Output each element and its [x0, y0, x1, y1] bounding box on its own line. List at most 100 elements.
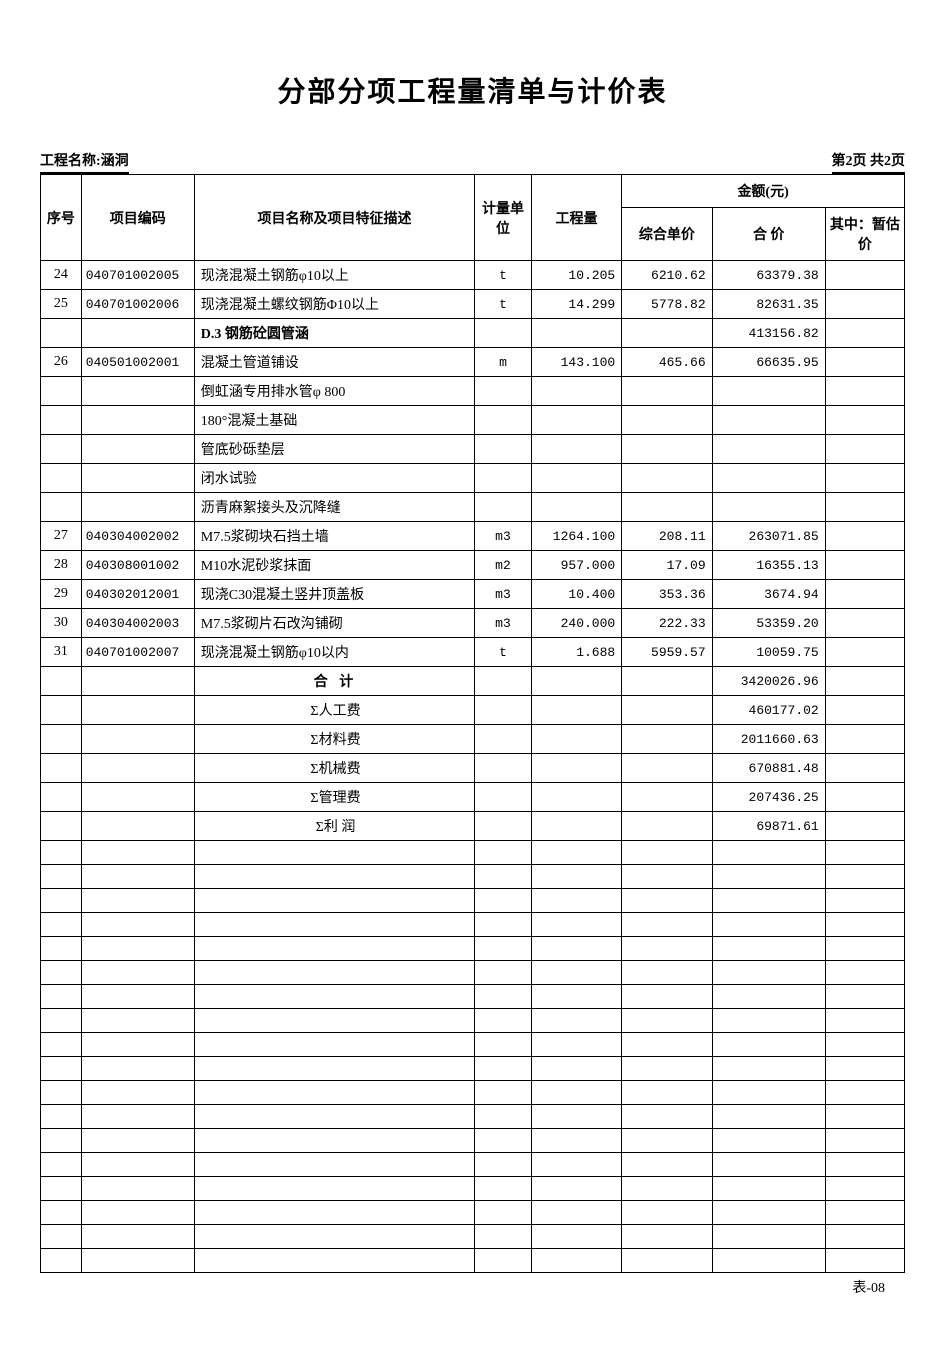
table-cell	[825, 841, 904, 865]
table-cell	[825, 985, 904, 1009]
table-cell	[825, 1009, 904, 1033]
table-cell: 460177.02	[712, 696, 825, 725]
table-cell	[622, 812, 712, 841]
table-cell	[531, 783, 621, 812]
table-cell	[622, 985, 712, 1009]
table-cell	[825, 1057, 904, 1081]
table-cell	[825, 1105, 904, 1129]
table-cell: 合 计	[194, 667, 474, 696]
table-cell	[622, 841, 712, 865]
table-cell	[194, 1081, 474, 1105]
table-cell: 82631.35	[712, 290, 825, 319]
table-cell	[41, 985, 82, 1009]
table-cell: 3674.94	[712, 580, 825, 609]
table-cell	[622, 1105, 712, 1129]
table-cell: 26	[41, 348, 82, 377]
table-cell	[194, 1057, 474, 1081]
table-cell	[81, 1129, 194, 1153]
table-cell	[81, 1081, 194, 1105]
table-cell	[194, 1153, 474, 1177]
table-cell	[825, 667, 904, 696]
table-row: 27040304002002M7.5浆砌块石挡土墙m31264.100208.1…	[41, 522, 905, 551]
table-cell	[41, 1249, 82, 1273]
table-cell	[531, 493, 621, 522]
table-cell	[81, 1225, 194, 1249]
table-row: Σ机械费670881.48	[41, 754, 905, 783]
table-cell	[531, 1129, 621, 1153]
table-cell	[41, 725, 82, 754]
table-cell	[81, 1249, 194, 1273]
table-cell	[41, 493, 82, 522]
table-cell	[194, 1201, 474, 1225]
table-cell	[41, 435, 82, 464]
footer-label: 表-08	[40, 1273, 905, 1297]
table-row	[41, 1009, 905, 1033]
table-cell	[622, 1225, 712, 1249]
table-cell	[531, 1057, 621, 1081]
table-cell: 040701002005	[81, 261, 194, 290]
table-cell	[475, 1033, 532, 1057]
table-cell	[622, 937, 712, 961]
table-cell	[622, 667, 712, 696]
table-cell	[712, 464, 825, 493]
table-row: Σ材料费2011660.63	[41, 725, 905, 754]
table-row: 29040302012001现浇C30混凝土竖井顶盖板m310.400353.3…	[41, 580, 905, 609]
table-cell	[712, 377, 825, 406]
table-cell	[41, 889, 82, 913]
table-row: 180°混凝土基础	[41, 406, 905, 435]
table-cell	[712, 1201, 825, 1225]
table-cell	[475, 696, 532, 725]
table-cell	[194, 1009, 474, 1033]
table-cell: 5778.82	[622, 290, 712, 319]
table-cell	[825, 551, 904, 580]
table-cell	[712, 493, 825, 522]
table-cell	[622, 1177, 712, 1201]
table-cell	[712, 913, 825, 937]
table-cell	[712, 1081, 825, 1105]
table-cell: 040308001002	[81, 551, 194, 580]
table-cell	[81, 1057, 194, 1081]
table-row	[41, 937, 905, 961]
table-cell	[41, 865, 82, 889]
table-cell: t	[475, 290, 532, 319]
table-cell	[712, 1153, 825, 1177]
table-cell	[41, 667, 82, 696]
table-cell	[475, 406, 532, 435]
table-cell	[825, 580, 904, 609]
table-cell	[81, 725, 194, 754]
table-cell	[712, 985, 825, 1009]
table-cell	[825, 1153, 904, 1177]
table-cell	[531, 1177, 621, 1201]
table-cell: 30	[41, 609, 82, 638]
table-cell: 2011660.63	[712, 725, 825, 754]
table-row: 25040701002006现浇混凝土螺纹钢筋Φ10以上t14.2995778.…	[41, 290, 905, 319]
table-cell: t	[475, 261, 532, 290]
table-cell	[475, 937, 532, 961]
table-cell: 1264.100	[531, 522, 621, 551]
table-row	[41, 1057, 905, 1081]
table-cell	[475, 889, 532, 913]
table-cell	[622, 913, 712, 937]
table-cell	[712, 406, 825, 435]
table-row: 闭水试验	[41, 464, 905, 493]
table-cell	[194, 961, 474, 985]
table-cell	[825, 1201, 904, 1225]
table-cell: 混凝土管道铺设	[194, 348, 474, 377]
table-cell	[41, 1225, 82, 1249]
table-cell	[194, 1177, 474, 1201]
table-cell	[41, 1105, 82, 1129]
table-cell	[475, 913, 532, 937]
table-cell	[712, 865, 825, 889]
table-cell	[622, 1153, 712, 1177]
th-total-price: 合 价	[712, 208, 825, 261]
table-cell: 27	[41, 522, 82, 551]
table-cell	[825, 889, 904, 913]
table-cell	[825, 937, 904, 961]
table-cell	[81, 1201, 194, 1225]
table-cell	[531, 1249, 621, 1273]
table-cell	[81, 1153, 194, 1177]
table-cell	[531, 725, 621, 754]
table-cell	[622, 889, 712, 913]
table-cell	[531, 913, 621, 937]
table-row	[41, 841, 905, 865]
